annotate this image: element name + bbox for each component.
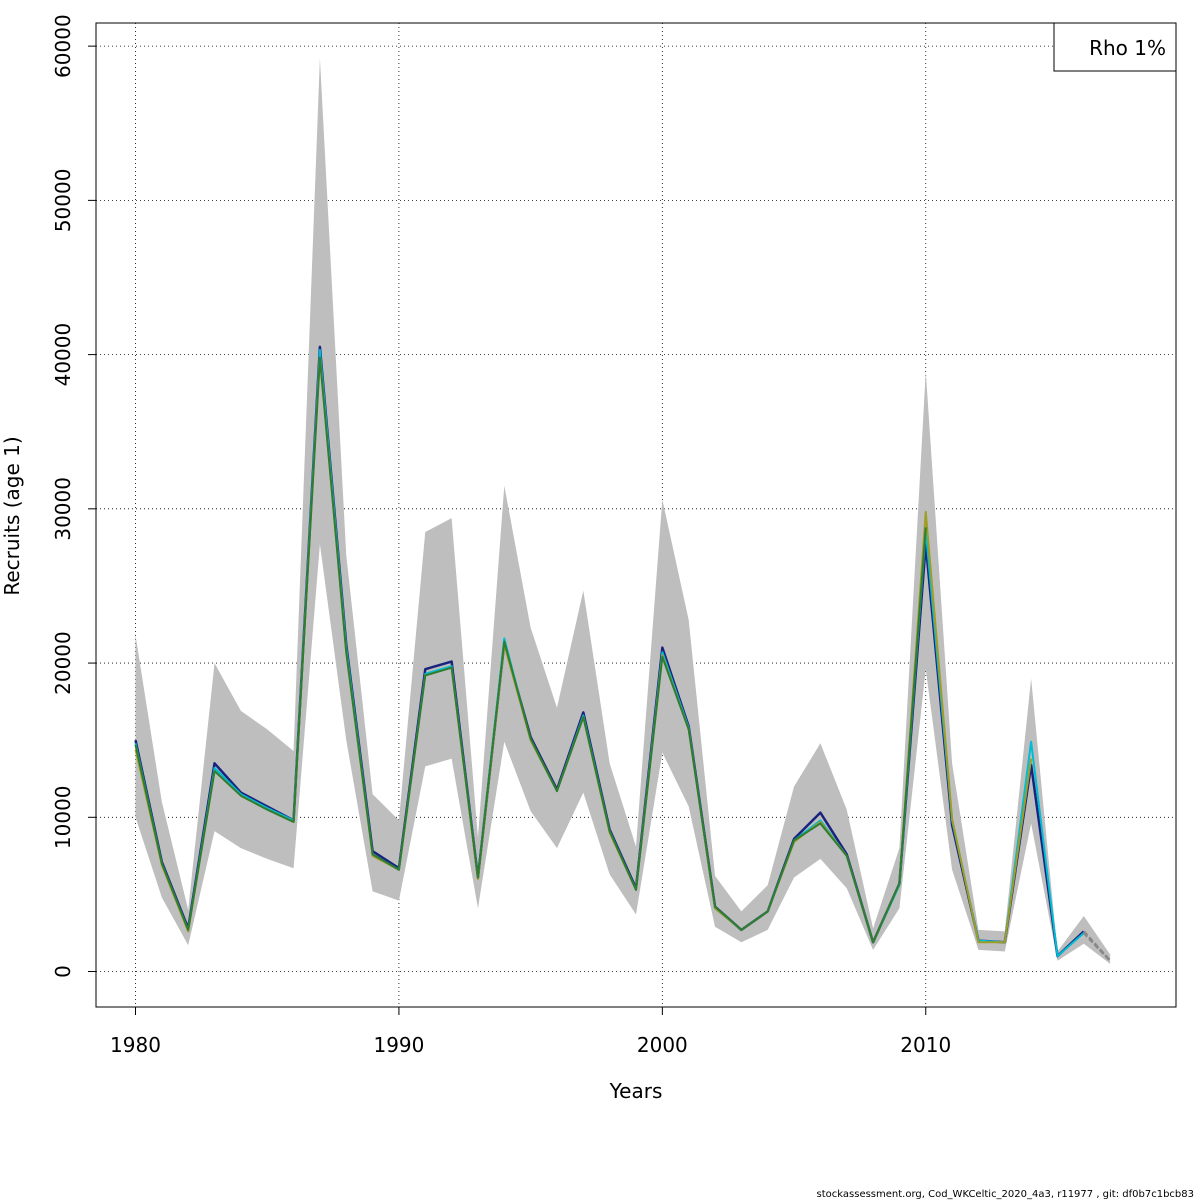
x-axis-label: Years [609,1079,663,1103]
legend-box [1053,22,1177,72]
y-tick-label: 0 [51,965,75,978]
y-tick-label: 20000 [51,631,75,695]
y-axis: 0 10000 20000 30000 40000 50000 60000 [51,14,97,978]
footer-credit: stockassessment.org, Cod_WKCeltic_2020_4… [817,1189,1194,1200]
y-tick-label: 60000 [51,14,75,78]
y-tick-label: 50000 [51,169,75,233]
legend-entry: Rho 1% [1089,36,1166,60]
confidence-band-layer [135,58,1111,964]
x-tick-label: 2000 [637,1033,688,1057]
x-axis: 1980 1990 2000 2010 [110,1006,951,1057]
legend: Rho 1% [1053,22,1177,72]
x-tick-label: 2010 [900,1033,951,1057]
series-layer [134,345,1112,962]
x-tick-label: 1990 [373,1033,424,1057]
y-tick-label: 40000 [51,323,75,387]
series-line-peel-3 [134,356,927,944]
x-tick-label: 1980 [110,1033,161,1057]
confidence-band [135,58,1111,964]
y-tick-label: 30000 [51,477,75,541]
y-axis-label: Recruits (age 1) [0,436,24,595]
y-tick-label: 10000 [51,785,75,849]
series-forecast-peel-1 [1082,932,1112,962]
